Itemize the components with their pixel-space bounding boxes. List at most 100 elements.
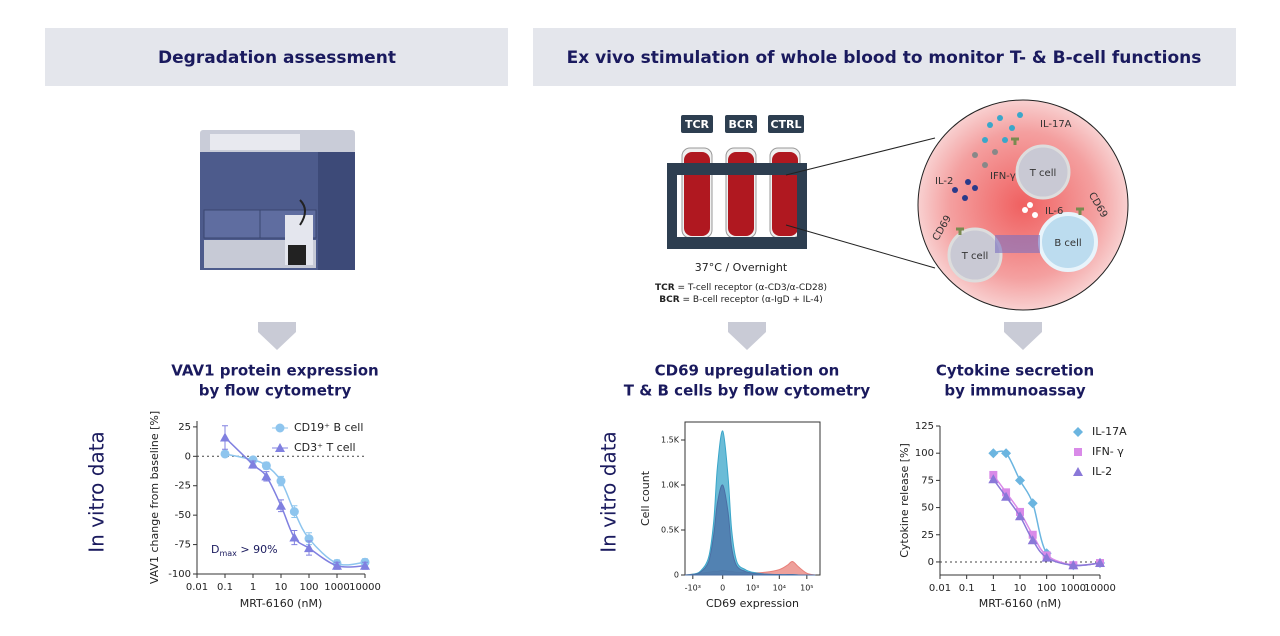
header-title: Ex vivo stimulation of whole blood to mo… xyxy=(567,48,1202,68)
plot-frame xyxy=(684,421,821,576)
cell-label: T cell xyxy=(961,251,989,262)
y-tick-label: 100 xyxy=(915,448,934,459)
marker xyxy=(1068,560,1079,570)
x-tick-label: 0.01 xyxy=(186,582,208,593)
y-axis-label: VAV1 change from baseline [%] xyxy=(148,411,161,584)
chart-title: CD69 upregulation on xyxy=(655,362,840,380)
x-tick-label: 10 xyxy=(275,582,288,593)
chart-title: by flow cytometry xyxy=(199,382,352,400)
marker xyxy=(988,474,999,484)
x-axis-label: MRT-6160 (nM) xyxy=(979,597,1062,610)
legend-label: CD3⁺ T cell xyxy=(294,441,356,454)
histogram-area xyxy=(684,430,816,576)
x-tick-label: 10⁵ xyxy=(800,584,813,593)
marker xyxy=(276,476,286,486)
annotation: Dmax > 90% xyxy=(211,543,278,558)
marker xyxy=(304,543,314,553)
x-tick-label: 10⁴ xyxy=(773,584,786,593)
cell-label: IFN-γ xyxy=(990,171,1016,182)
marker xyxy=(275,443,285,452)
marker xyxy=(360,560,370,570)
legend-line: BCR = B-cell receptor (α-IgD + IL-4) xyxy=(659,295,823,305)
y-tick-label: -50 xyxy=(175,510,191,521)
x-tick-label: 0.1 xyxy=(959,583,975,594)
marker xyxy=(220,432,230,442)
legend-label: IL-2 xyxy=(1092,465,1112,478)
legend-line: TCR = T-cell receptor (α-CD3/α-CD28) xyxy=(655,283,827,293)
x-tick-label: 1000 xyxy=(1061,583,1086,594)
annotation-part: > 90% xyxy=(237,543,278,556)
marker xyxy=(289,532,300,542)
annotation-part: D xyxy=(211,543,219,556)
legend-label: CD19⁺ B cell xyxy=(294,421,363,434)
marker xyxy=(1073,427,1083,437)
y-tick-label: -75 xyxy=(175,540,191,551)
condition: 37°C / Overnight xyxy=(695,261,788,274)
header-title: Degradation assessment xyxy=(158,48,396,68)
tube-label: BCR xyxy=(729,118,754,131)
y-axis-label: Cytokine release [%] xyxy=(898,443,911,558)
legend-label: IFN- γ xyxy=(1092,445,1124,458)
x-tick-label: 0 xyxy=(720,584,725,593)
x-tick-label: 10³ xyxy=(746,584,759,593)
marker xyxy=(1073,467,1083,476)
x-tick-label: -10³ xyxy=(685,584,701,593)
side-label: In vitro data xyxy=(597,431,621,553)
tube-rack xyxy=(667,115,936,269)
x-tick-label: 1000 xyxy=(324,582,349,593)
x-tick-label: 0.1 xyxy=(217,582,233,593)
y-tick-label: 0 xyxy=(185,451,191,462)
y-tick-label: 0.5K xyxy=(661,526,680,535)
marker xyxy=(1041,552,1052,562)
cell-label: IL-6 xyxy=(1045,206,1063,217)
marker xyxy=(276,500,286,510)
tube-label: TCR xyxy=(685,118,710,131)
marker xyxy=(1015,475,1025,486)
marker xyxy=(1015,511,1025,521)
chart-title: Cytokine secretion xyxy=(936,362,1094,380)
abbr-text: = T-cell receptor (α-CD3/α-CD28) xyxy=(675,283,827,293)
y-tick-label: 25 xyxy=(178,422,191,433)
y-tick-label: 75 xyxy=(921,475,934,486)
y-tick-label: 125 xyxy=(915,421,934,432)
marker xyxy=(1074,448,1082,456)
marker xyxy=(248,459,258,469)
x-tick-label: 10000 xyxy=(349,582,381,593)
y-tick-label: -25 xyxy=(175,481,191,492)
y-tick-label: 0 xyxy=(674,571,679,580)
x-tick-label: 0.01 xyxy=(929,583,951,594)
marker xyxy=(261,461,271,471)
abbr-text: = B-cell receptor (α-IgD + IL-4) xyxy=(680,295,823,305)
x-tick-label: 1 xyxy=(990,583,996,594)
marker xyxy=(1001,448,1012,459)
chart-title: by immunoassay xyxy=(944,382,1085,400)
cell-label: B cell xyxy=(1054,238,1081,249)
marker xyxy=(332,560,342,570)
header-bar xyxy=(45,28,508,86)
y-tick-label: 50 xyxy=(921,503,934,514)
y-tick-label: -100 xyxy=(168,569,191,580)
cytometer xyxy=(200,130,355,270)
marker xyxy=(1027,535,1038,545)
cell-label: IL-2 xyxy=(935,176,953,187)
marker xyxy=(1027,498,1038,509)
cell-label: IL-17A xyxy=(1040,119,1072,130)
y-tick-label: 0 xyxy=(928,557,934,568)
y-axis-label: Cell count xyxy=(639,470,652,526)
marker xyxy=(1095,558,1105,568)
abbr: TCR xyxy=(655,283,675,293)
side-label: In vitro data xyxy=(85,431,109,553)
annotation-part: max xyxy=(219,549,237,558)
chart-title: T & B cells by flow cytometry xyxy=(624,382,871,400)
y-tick-label: 1.0K xyxy=(661,481,680,490)
tube-label: CTRL xyxy=(770,118,801,131)
arrow xyxy=(258,322,296,350)
histogram-area xyxy=(684,484,816,576)
marker xyxy=(220,449,230,459)
marker xyxy=(261,471,272,481)
x-axis-label: MRT-6160 (nM) xyxy=(240,597,323,610)
cell-diagram xyxy=(917,99,1129,311)
x-tick-label: 10000 xyxy=(1084,583,1116,594)
marker xyxy=(988,448,999,459)
abbr: BCR xyxy=(659,295,679,305)
